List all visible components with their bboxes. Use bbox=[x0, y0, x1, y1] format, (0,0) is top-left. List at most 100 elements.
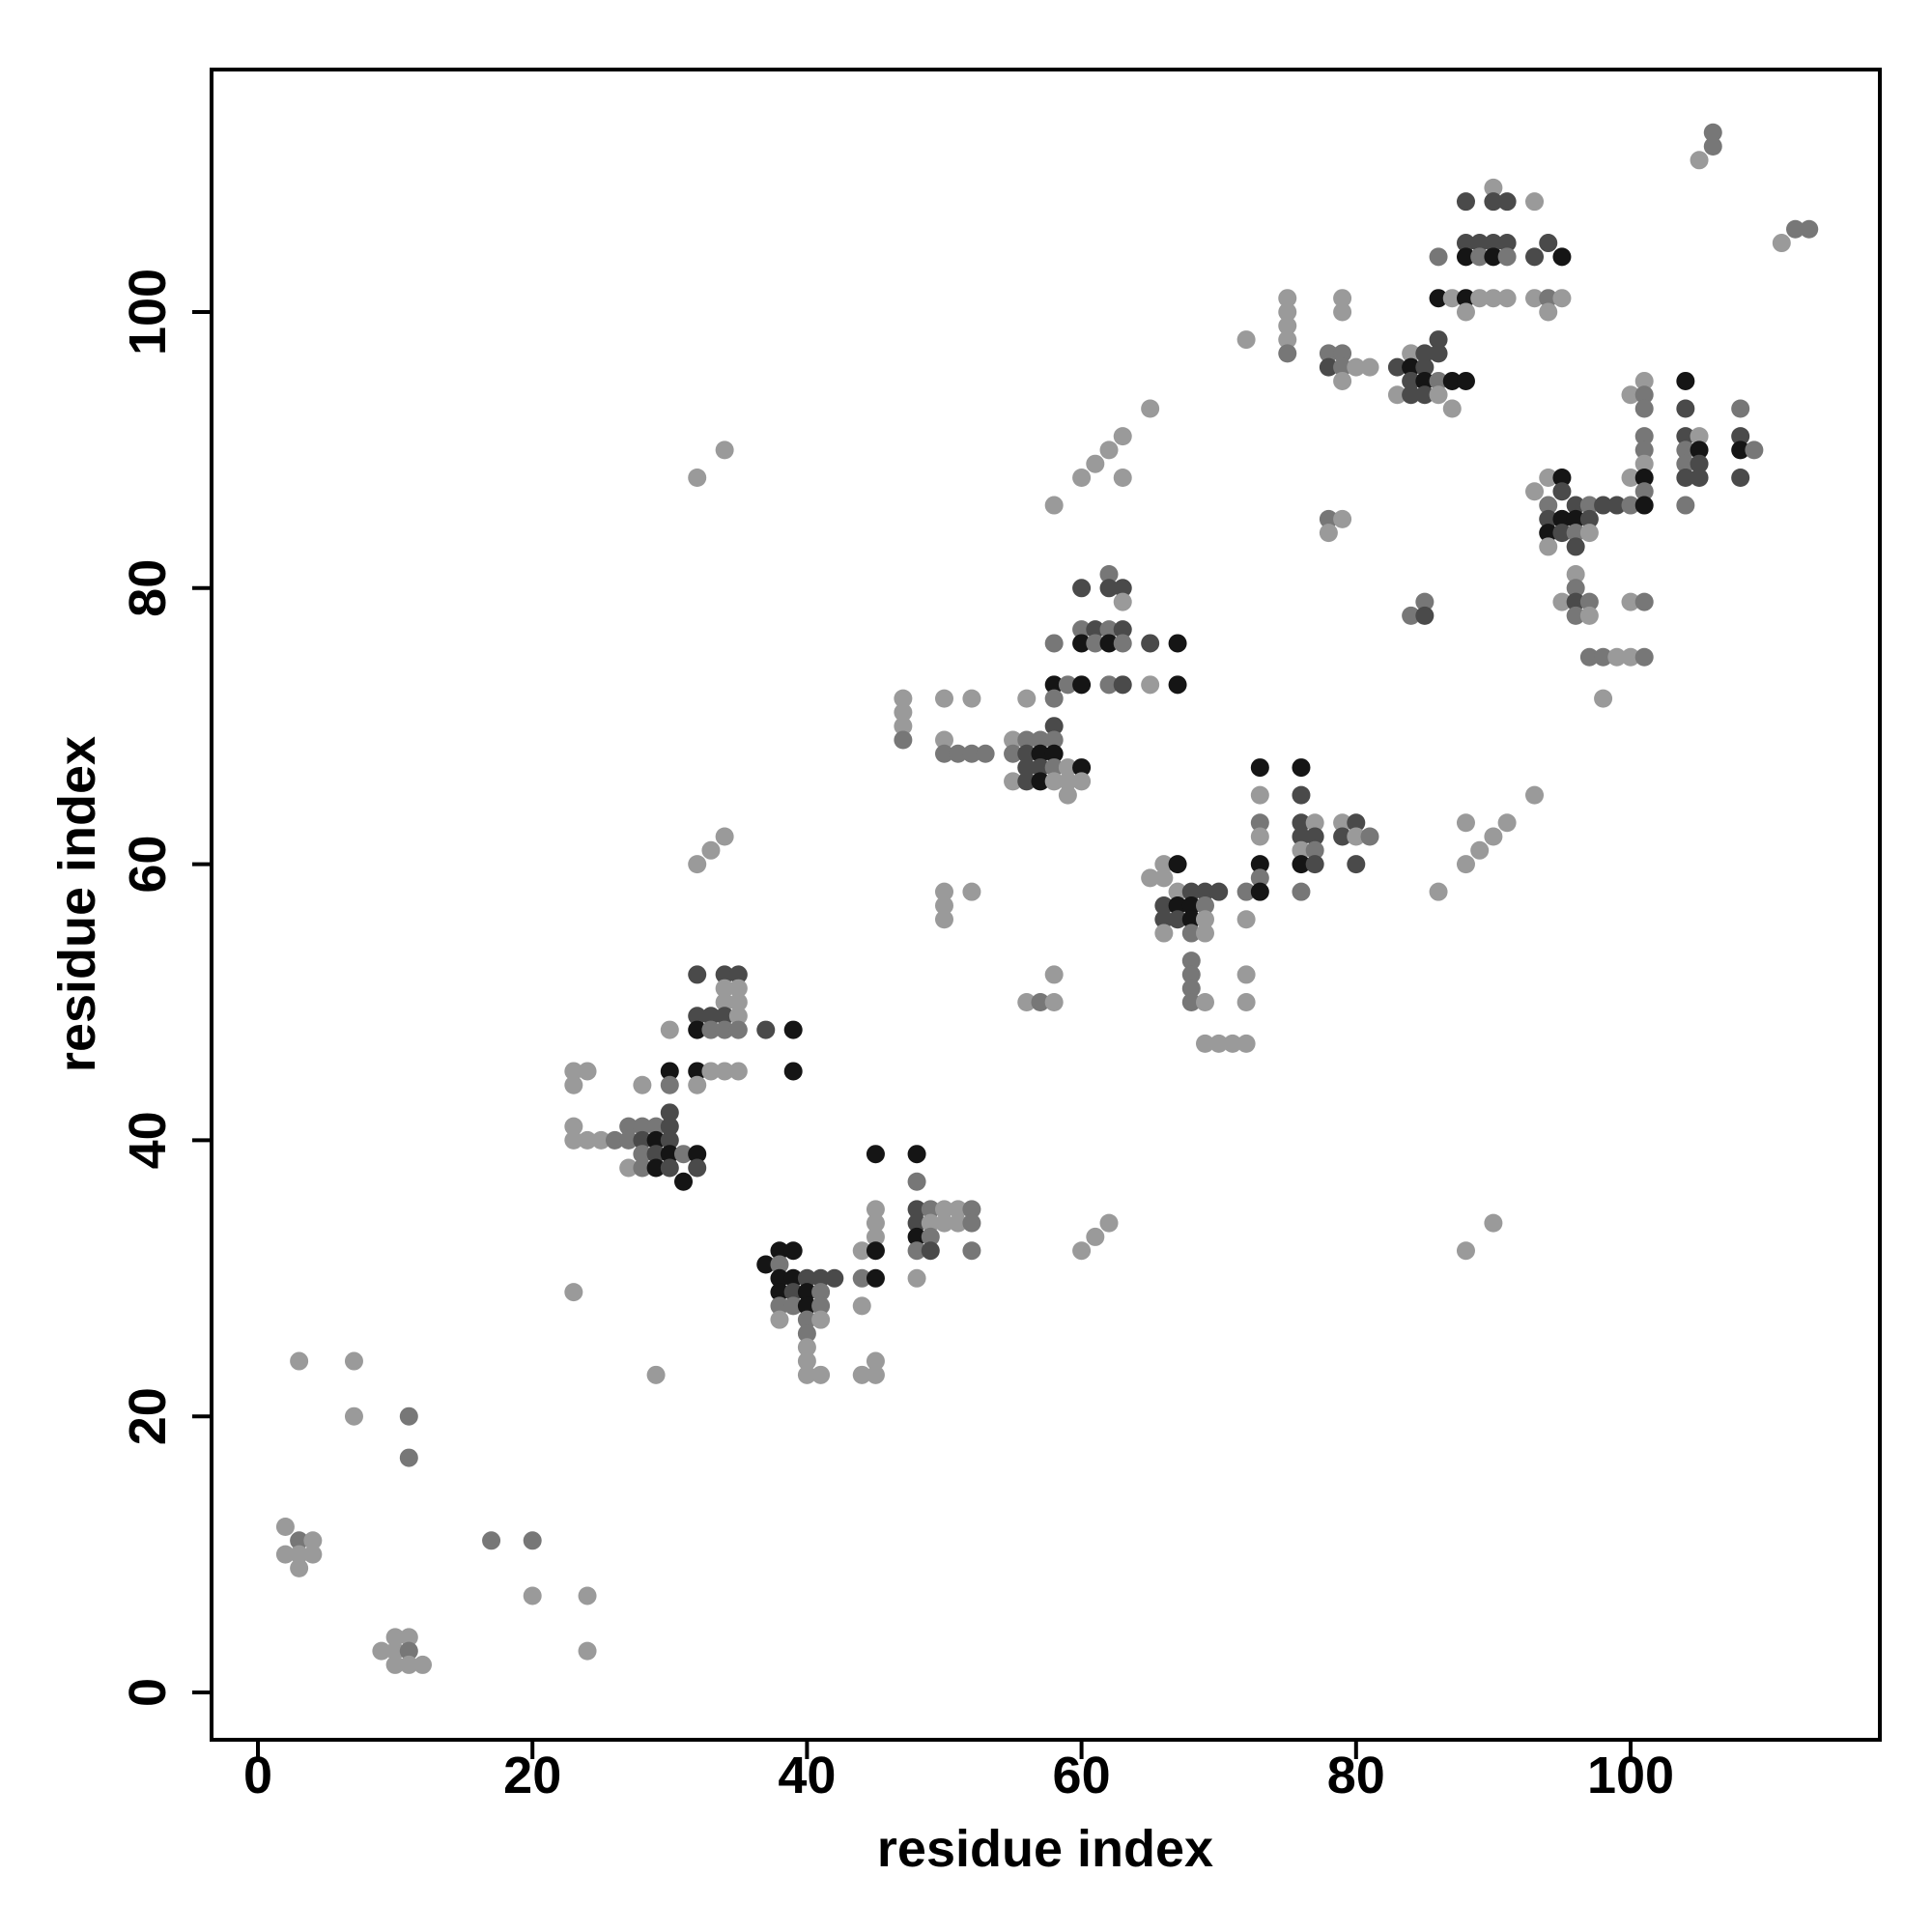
data-point bbox=[1168, 895, 1187, 915]
data-point bbox=[1634, 399, 1654, 418]
data-point bbox=[1058, 785, 1077, 805]
data-point bbox=[1731, 440, 1750, 460]
data-point bbox=[1634, 592, 1654, 611]
data-point bbox=[1456, 1241, 1475, 1261]
data-point bbox=[1456, 302, 1475, 322]
data-point bbox=[894, 702, 913, 722]
data-point bbox=[935, 1200, 953, 1219]
data-point bbox=[482, 1531, 501, 1550]
data-point bbox=[770, 1241, 789, 1261]
data-point bbox=[1086, 1227, 1105, 1246]
data-point bbox=[1484, 1213, 1503, 1233]
data-point bbox=[1305, 813, 1324, 833]
data-point bbox=[633, 1075, 652, 1094]
data-point bbox=[811, 1296, 831, 1316]
data-point bbox=[1634, 385, 1654, 405]
data-point bbox=[1333, 813, 1352, 833]
data-point bbox=[1305, 855, 1324, 874]
data-point bbox=[1484, 192, 1503, 212]
data-point bbox=[578, 1586, 597, 1605]
data-point bbox=[1141, 634, 1160, 653]
data-point bbox=[1072, 758, 1092, 778]
data-point bbox=[783, 1296, 803, 1316]
data-point bbox=[1154, 910, 1174, 929]
data-point bbox=[688, 855, 707, 874]
data-point bbox=[1484, 178, 1503, 197]
data-point bbox=[1484, 247, 1503, 267]
data-point bbox=[1525, 247, 1545, 267]
data-point bbox=[1442, 289, 1462, 308]
data-point bbox=[1429, 247, 1448, 267]
data-point bbox=[1402, 344, 1421, 363]
data-point bbox=[1319, 344, 1338, 363]
data-point bbox=[1566, 524, 1585, 543]
data-point bbox=[962, 1241, 981, 1261]
data-point bbox=[1579, 496, 1599, 515]
data-point bbox=[1566, 496, 1585, 515]
data-point bbox=[646, 1365, 666, 1384]
data-point bbox=[1676, 496, 1695, 515]
data-point bbox=[619, 1130, 639, 1150]
data-point bbox=[715, 1020, 734, 1039]
data-point bbox=[1195, 910, 1214, 929]
data-point bbox=[413, 1655, 433, 1674]
data-point bbox=[962, 882, 981, 901]
data-point bbox=[1415, 592, 1435, 611]
data-point bbox=[660, 1158, 679, 1178]
data-point bbox=[290, 1558, 309, 1577]
data-point bbox=[385, 1641, 405, 1661]
data-point bbox=[674, 1145, 694, 1164]
data-point bbox=[1690, 454, 1709, 473]
data-point bbox=[1676, 427, 1695, 446]
data-point bbox=[1566, 579, 1585, 598]
data-point bbox=[1072, 579, 1092, 598]
data-point bbox=[1456, 234, 1475, 253]
data-point bbox=[921, 1241, 940, 1261]
data-point bbox=[578, 1641, 597, 1661]
data-point bbox=[1525, 289, 1545, 308]
data-point bbox=[701, 1007, 721, 1026]
data-point bbox=[660, 1117, 679, 1136]
data-point bbox=[660, 1103, 679, 1122]
data-point bbox=[907, 1145, 926, 1164]
data-point bbox=[399, 1641, 418, 1661]
data-point bbox=[894, 717, 913, 736]
data-point bbox=[1044, 730, 1064, 750]
data-point bbox=[1621, 496, 1640, 515]
data-point bbox=[564, 1075, 583, 1094]
data-point bbox=[1552, 482, 1572, 501]
data-point bbox=[1552, 247, 1572, 267]
data-point bbox=[1319, 509, 1338, 528]
data-point bbox=[1113, 427, 1132, 446]
data-point bbox=[866, 1365, 885, 1384]
data-point bbox=[1552, 592, 1572, 611]
data-point bbox=[1566, 606, 1585, 625]
data-point bbox=[811, 1283, 831, 1302]
data-point bbox=[1278, 289, 1297, 308]
data-point bbox=[866, 1213, 885, 1233]
x-tick-label: 20 bbox=[503, 1747, 561, 1804]
data-point bbox=[1621, 468, 1640, 487]
data-point bbox=[1195, 882, 1214, 901]
data-point bbox=[1634, 440, 1654, 460]
data-point bbox=[1086, 454, 1105, 473]
data-point bbox=[783, 1241, 803, 1261]
data-point bbox=[949, 1200, 968, 1219]
data-point bbox=[1058, 675, 1077, 695]
data-point bbox=[1154, 895, 1174, 915]
data-point bbox=[1292, 785, 1311, 805]
data-point bbox=[1099, 620, 1119, 639]
data-point bbox=[1731, 468, 1750, 487]
data-point bbox=[1442, 399, 1462, 418]
data-point bbox=[1579, 592, 1599, 611]
data-point bbox=[660, 1145, 679, 1164]
data-point bbox=[1333, 344, 1352, 363]
data-point bbox=[1484, 289, 1503, 308]
data-point bbox=[1031, 730, 1050, 750]
data-point bbox=[1470, 840, 1490, 860]
data-point bbox=[1004, 772, 1023, 791]
data-point bbox=[1195, 895, 1214, 915]
data-point bbox=[1072, 675, 1092, 695]
data-point bbox=[564, 1117, 583, 1136]
data-point bbox=[1278, 344, 1297, 363]
